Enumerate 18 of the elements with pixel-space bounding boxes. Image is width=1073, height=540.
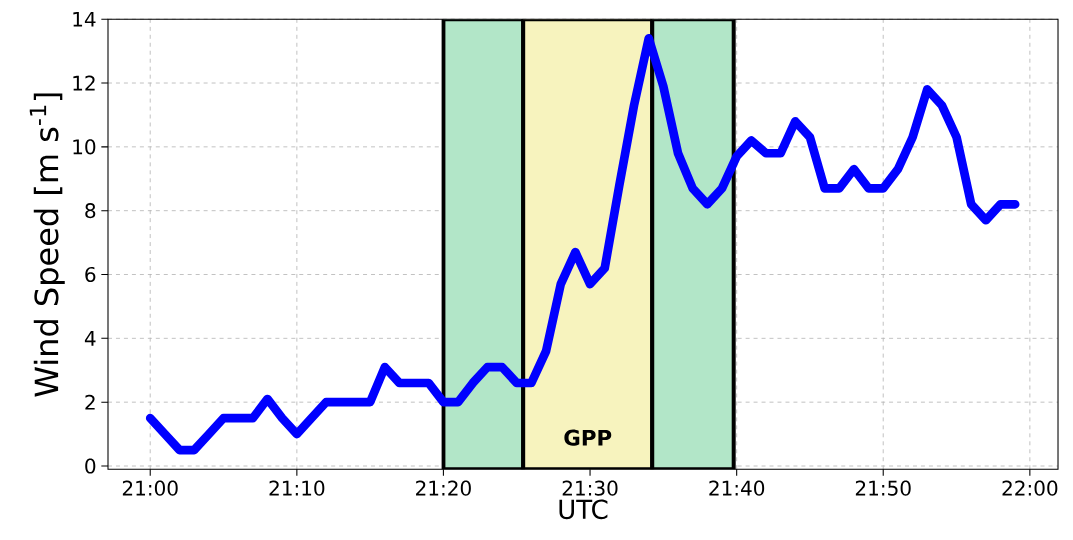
x-tick-label: 21:40 xyxy=(709,480,765,496)
y-tick-label: 8 xyxy=(85,203,96,219)
x-tick-label: 21:20 xyxy=(416,480,471,496)
x-tick-label: 21:50 xyxy=(855,480,911,496)
y-tick-label: 6 xyxy=(85,266,96,283)
band-label: GPP xyxy=(564,429,612,446)
y-tick-label: 12 xyxy=(73,75,95,91)
x-tick-label: 21:30 xyxy=(562,480,618,496)
y-tick-label: 4 xyxy=(84,331,96,346)
y-tick-label: 2 xyxy=(85,394,95,410)
x-tick-label: 21:00 xyxy=(122,480,178,496)
x-tick-label: 21:10 xyxy=(269,480,325,496)
y-tick-label: 0 xyxy=(85,458,96,474)
x-tick-label: 22:00 xyxy=(1002,480,1058,496)
x-axis-title: UTC xyxy=(559,499,608,520)
y-tick-label: 14 xyxy=(73,11,96,27)
y-axis-title: Wind Speed [m s$^{-1}$] xyxy=(29,93,65,397)
y-tick-label: 10 xyxy=(73,139,96,155)
